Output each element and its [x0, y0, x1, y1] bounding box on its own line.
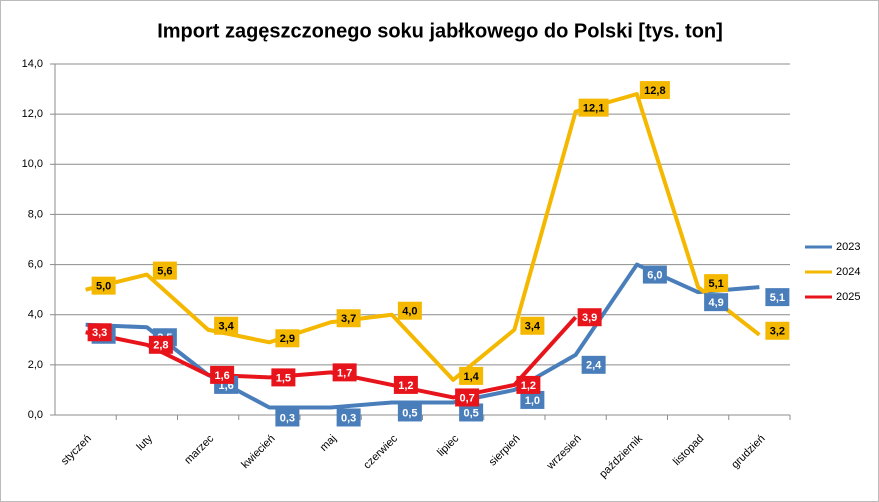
series-line: [85, 315, 578, 400]
value-label-box: [639, 81, 670, 100]
y-tick-label: 10,0: [22, 158, 43, 170]
value-label-box: [152, 261, 177, 280]
value-label: 3,4: [525, 321, 541, 333]
value-label-box: [275, 329, 300, 348]
value-label: 5,6: [157, 266, 172, 278]
value-label: 3,4: [218, 321, 234, 333]
value-label-box: [455, 388, 480, 407]
value-label: 0,7: [459, 392, 474, 404]
legend-label: 2023: [836, 241, 860, 253]
value-label: 1,4: [463, 371, 479, 383]
chart-title: Import zagęszczonego soku jabłkowego do …: [157, 20, 723, 42]
value-label-box: [393, 375, 418, 394]
value-label-box: [397, 403, 422, 422]
value-label-box: [459, 366, 484, 385]
value-label-box: [704, 293, 729, 312]
y-tick-label: 14,0: [22, 58, 43, 70]
y-tick-label: 2,0: [28, 359, 43, 371]
value-label: 3,7: [341, 313, 356, 325]
value-label: 12,8: [644, 85, 665, 97]
value-label-box: [520, 316, 545, 335]
value-label: 1,5: [276, 372, 291, 384]
value-label-box: [578, 98, 609, 117]
value-label-box: [577, 308, 602, 327]
value-label: 0,3: [341, 412, 356, 424]
value-label: 0,5: [463, 407, 478, 419]
value-label-box: [516, 375, 541, 394]
value-label: 6,0: [647, 269, 662, 281]
value-label: 5,0: [96, 281, 111, 293]
value-label: 4,0: [402, 306, 417, 318]
value-label-box: [332, 363, 357, 382]
value-label-box: [704, 274, 729, 293]
value-label-box: [520, 390, 545, 409]
value-label-box: [275, 408, 300, 427]
value-label: 1,2: [521, 380, 536, 392]
value-label-box: [210, 365, 235, 384]
value-label: 2,9: [280, 333, 295, 345]
y-tick-label: 12,0: [22, 108, 43, 120]
value-label-box: [459, 403, 484, 422]
value-label: 4,9: [708, 297, 723, 309]
series-line: [85, 92, 761, 382]
value-label: 12,1: [583, 103, 604, 115]
value-label: 1,2: [398, 380, 413, 392]
legend-label: 2024: [836, 266, 860, 278]
value-label-box: [214, 316, 239, 335]
legend-label: 2025: [836, 291, 860, 303]
value-label-box: [91, 276, 116, 295]
value-label-box: [581, 355, 606, 374]
value-label: 3,2: [770, 326, 785, 338]
value-label-box: [87, 323, 112, 342]
value-label: 5,1: [708, 278, 723, 290]
y-tick-label: 0,0: [28, 409, 43, 421]
value-label: 0,5: [402, 407, 417, 419]
value-label: 0,3: [280, 412, 295, 424]
y-tick-label: 6,0: [28, 258, 43, 270]
value-label: 2,8: [153, 340, 168, 352]
value-label-box: [336, 309, 361, 328]
value-label-box: [336, 408, 361, 427]
value-label-box: [397, 301, 422, 320]
value-label: 1,0: [525, 395, 540, 407]
value-label: 3,9: [582, 312, 597, 324]
value-label-box: [148, 335, 173, 354]
value-label: 3,3: [92, 327, 107, 339]
value-label-box: [765, 321, 790, 340]
value-label: 1,6: [214, 370, 229, 382]
y-tick-label: 4,0: [28, 309, 43, 321]
value-label-box: [765, 288, 790, 307]
y-tick-label: 8,0: [28, 208, 43, 220]
value-label-box: [271, 368, 296, 387]
value-label: 1,7: [337, 367, 352, 379]
value-label: 2,4: [586, 360, 602, 372]
value-label: 5,1: [770, 292, 785, 304]
value-label-box: [642, 265, 667, 284]
